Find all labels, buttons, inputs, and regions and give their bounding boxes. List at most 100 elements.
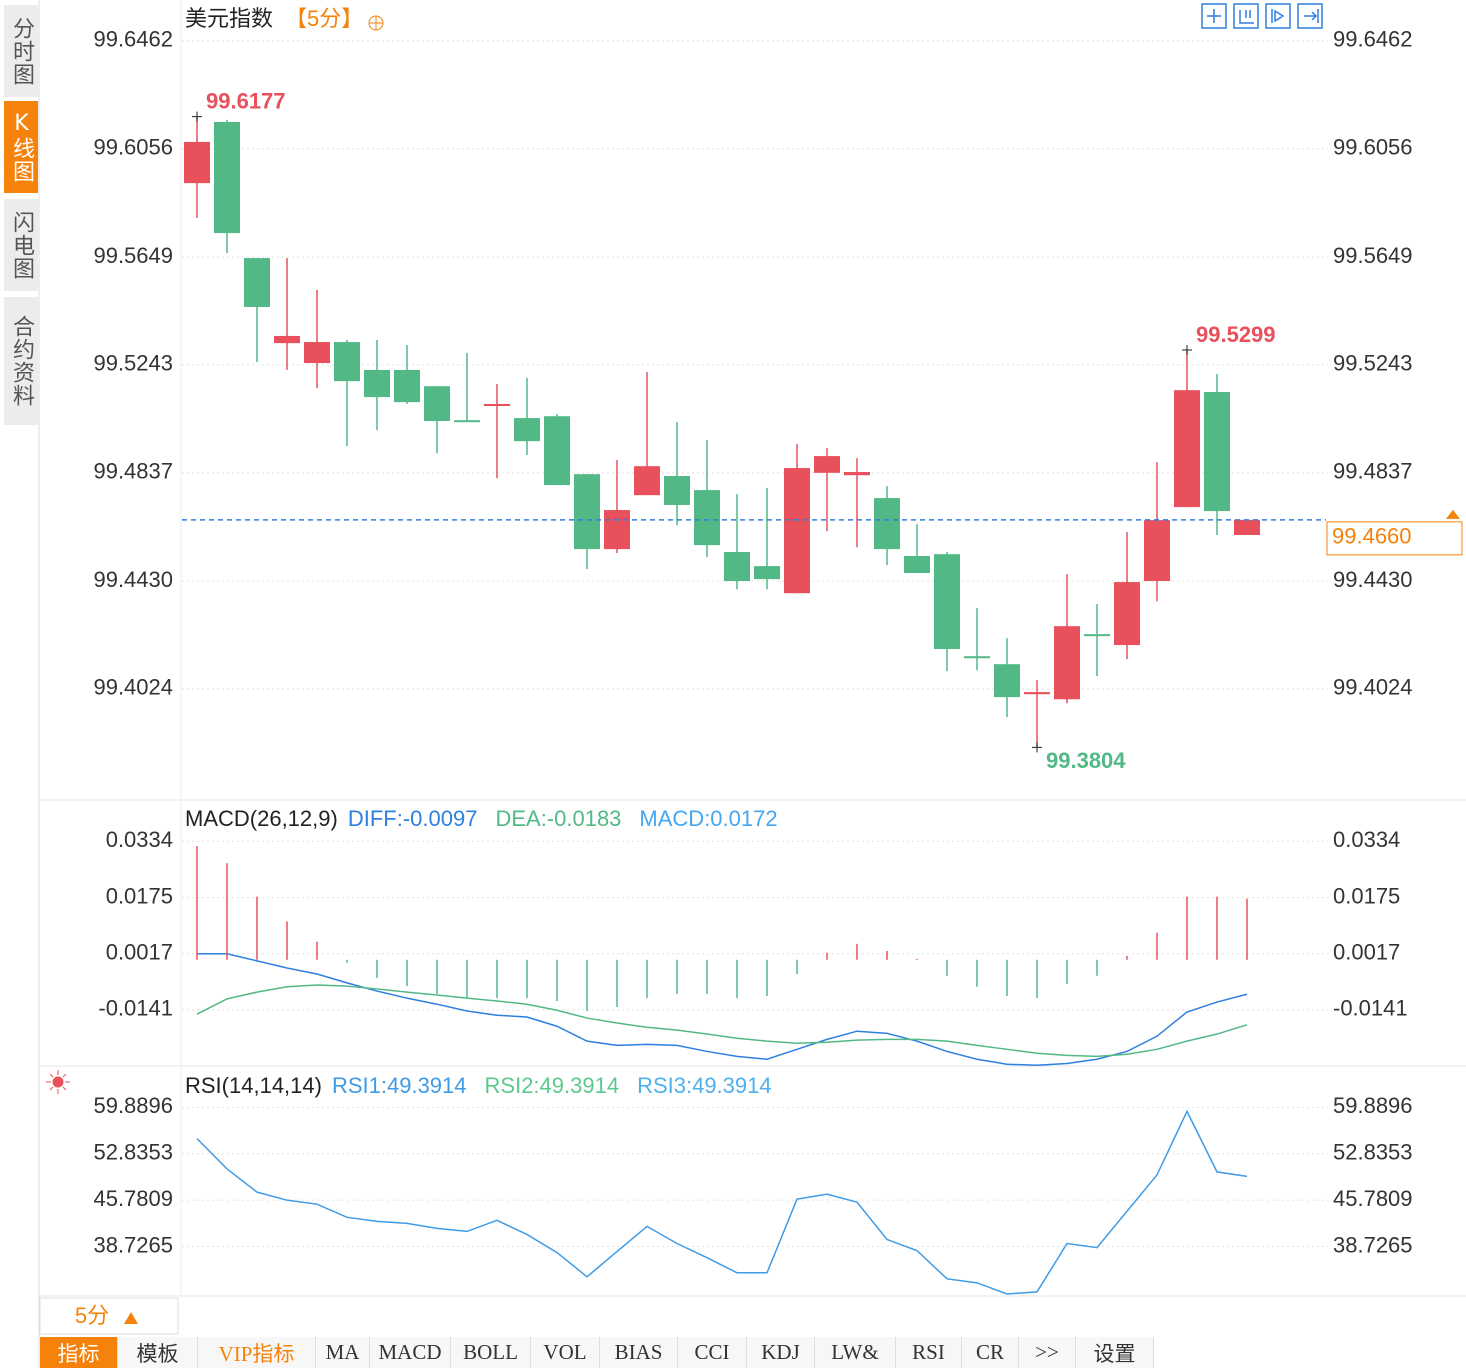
bottom-tab[interactable]: BIAS bbox=[600, 1337, 678, 1368]
candle-body bbox=[244, 258, 270, 307]
candle-body bbox=[514, 418, 540, 442]
candle-body bbox=[1234, 519, 1260, 536]
y-tick-label-right: 0.0175 bbox=[1333, 883, 1400, 908]
bottom-tab[interactable]: 设置 bbox=[1076, 1337, 1154, 1368]
sidebar-tab[interactable]: 合约资料 bbox=[4, 297, 38, 425]
y-tick-label: 99.6056 bbox=[93, 135, 173, 160]
sidebar-tab[interactable]: 分时图 bbox=[4, 5, 38, 97]
candle-body bbox=[214, 121, 240, 234]
extreme-label: 99.6177 bbox=[206, 88, 286, 113]
bottom-tab[interactable]: MACD bbox=[370, 1337, 451, 1368]
candle-body bbox=[724, 552, 750, 581]
y-tick-label-right: 52.8353 bbox=[1333, 1140, 1413, 1165]
y-tick-label-right: 99.5243 bbox=[1333, 351, 1413, 376]
last-price-box bbox=[1326, 521, 1463, 556]
candle-body bbox=[844, 472, 870, 476]
y-tick-label-right: 0.0017 bbox=[1333, 940, 1400, 965]
y-tick-label: -0.0141 bbox=[98, 996, 173, 1021]
last-price-label: 99.4660 bbox=[1332, 524, 1412, 549]
y-tick-label-right: 99.6056 bbox=[1333, 135, 1413, 160]
candle-body bbox=[334, 342, 360, 382]
y-tick-label-right: 99.4837 bbox=[1333, 459, 1413, 484]
bottom-tab[interactable]: KDJ bbox=[747, 1337, 815, 1368]
candle-body bbox=[754, 566, 780, 580]
candle-body bbox=[934, 554, 960, 650]
y-tick-label-right: 99.4430 bbox=[1333, 567, 1413, 592]
sidebar-tab[interactable]: K线图 bbox=[4, 101, 38, 193]
candle-body bbox=[544, 416, 570, 486]
legend-entry: DEA:-0.0183 bbox=[495, 806, 621, 831]
indicator-line bbox=[196, 1109, 1248, 1295]
y-tick-label: 99.4430 bbox=[93, 567, 173, 592]
zoom-icon[interactable] bbox=[1201, 3, 1227, 29]
rsi-icon bbox=[46, 1070, 70, 1094]
toolbar bbox=[1201, 3, 1323, 29]
y-tick-label: 59.8896 bbox=[93, 1093, 173, 1118]
bottom-tab[interactable]: 模板 bbox=[118, 1337, 198, 1368]
candle-body bbox=[364, 369, 390, 398]
bottom-tab[interactable]: RSI bbox=[896, 1337, 962, 1368]
candle-body bbox=[874, 498, 900, 550]
candle-body bbox=[1204, 392, 1230, 512]
legend-entry: MACD:0.0172 bbox=[639, 806, 777, 831]
bottom-tab[interactable]: MA bbox=[316, 1337, 370, 1368]
candle-body bbox=[994, 664, 1020, 698]
y-tick-label: 0.0017 bbox=[106, 940, 173, 965]
legend-entry: RSI2:49.3914 bbox=[485, 1073, 620, 1098]
play-icon[interactable] bbox=[1265, 3, 1291, 29]
end-icon[interactable] bbox=[1297, 3, 1323, 29]
range-icon[interactable] bbox=[1233, 3, 1259, 29]
y-tick-label-right: 99.4024 bbox=[1333, 675, 1413, 700]
y-tick-label: 52.8353 bbox=[93, 1140, 173, 1165]
bottom-tab[interactable]: 指标 bbox=[40, 1337, 118, 1368]
bottom-tab[interactable]: LW& bbox=[815, 1337, 896, 1368]
y-tick-label-right: 99.6462 bbox=[1333, 27, 1413, 52]
candle-body bbox=[1114, 582, 1140, 646]
candle-body bbox=[634, 466, 660, 496]
y-tick-label-right: 45.7809 bbox=[1333, 1186, 1413, 1211]
add-icon[interactable] bbox=[368, 15, 384, 31]
bottom-tab[interactable]: VIP指标 bbox=[198, 1337, 316, 1368]
extreme-marker bbox=[192, 111, 202, 122]
candle-body bbox=[424, 386, 450, 421]
candle-body bbox=[604, 510, 630, 550]
period-selector[interactable] bbox=[39, 1297, 179, 1335]
bottom-tab[interactable]: CR bbox=[962, 1337, 1019, 1368]
y-tick-label: 99.4024 bbox=[93, 675, 173, 700]
extreme-marker bbox=[1032, 742, 1042, 753]
bottom-tab[interactable]: VOL bbox=[531, 1337, 600, 1368]
y-tick-label: 45.7809 bbox=[93, 1186, 173, 1211]
indicator-line bbox=[196, 984, 1248, 1058]
last-price-arrow bbox=[1446, 509, 1460, 519]
candle-body bbox=[574, 474, 600, 550]
candle-body bbox=[454, 420, 480, 423]
y-tick-label: 99.4837 bbox=[93, 459, 173, 484]
extreme-label: 99.3804 bbox=[1046, 748, 1126, 773]
y-tick-label-right: 99.5649 bbox=[1333, 243, 1413, 268]
y-tick-label: 38.7265 bbox=[93, 1232, 173, 1257]
bottom-tab[interactable]: CCI bbox=[678, 1337, 747, 1368]
candle-body bbox=[694, 490, 720, 546]
legend-entry: RSI3:49.3914 bbox=[637, 1073, 772, 1098]
sidebar-tab[interactable]: 闪电图 bbox=[4, 199, 38, 291]
bottom-tab[interactable]: BOLL bbox=[451, 1337, 531, 1368]
candle-body bbox=[1024, 692, 1050, 695]
candle-body bbox=[394, 369, 420, 403]
legend-entry: RSI1:49.3914 bbox=[332, 1073, 467, 1098]
candle-body bbox=[184, 141, 210, 184]
candle-body bbox=[904, 556, 930, 574]
candle-body bbox=[964, 656, 990, 659]
indicator-title: MACD(26,12,9) bbox=[185, 806, 338, 831]
candle-body bbox=[1054, 626, 1080, 700]
y-tick-label-right: -0.0141 bbox=[1333, 996, 1408, 1021]
candle-body bbox=[1174, 390, 1200, 508]
extreme-marker bbox=[1182, 345, 1192, 356]
period-selector-label[interactable]: 5分 bbox=[75, 1303, 109, 1328]
extreme-label: 99.5299 bbox=[1196, 322, 1276, 347]
y-tick-label-right: 0.0334 bbox=[1333, 827, 1400, 852]
candle-body bbox=[784, 468, 810, 594]
period-label: 【5分】 bbox=[285, 6, 363, 31]
bottom-tab[interactable]: >> bbox=[1019, 1337, 1076, 1368]
